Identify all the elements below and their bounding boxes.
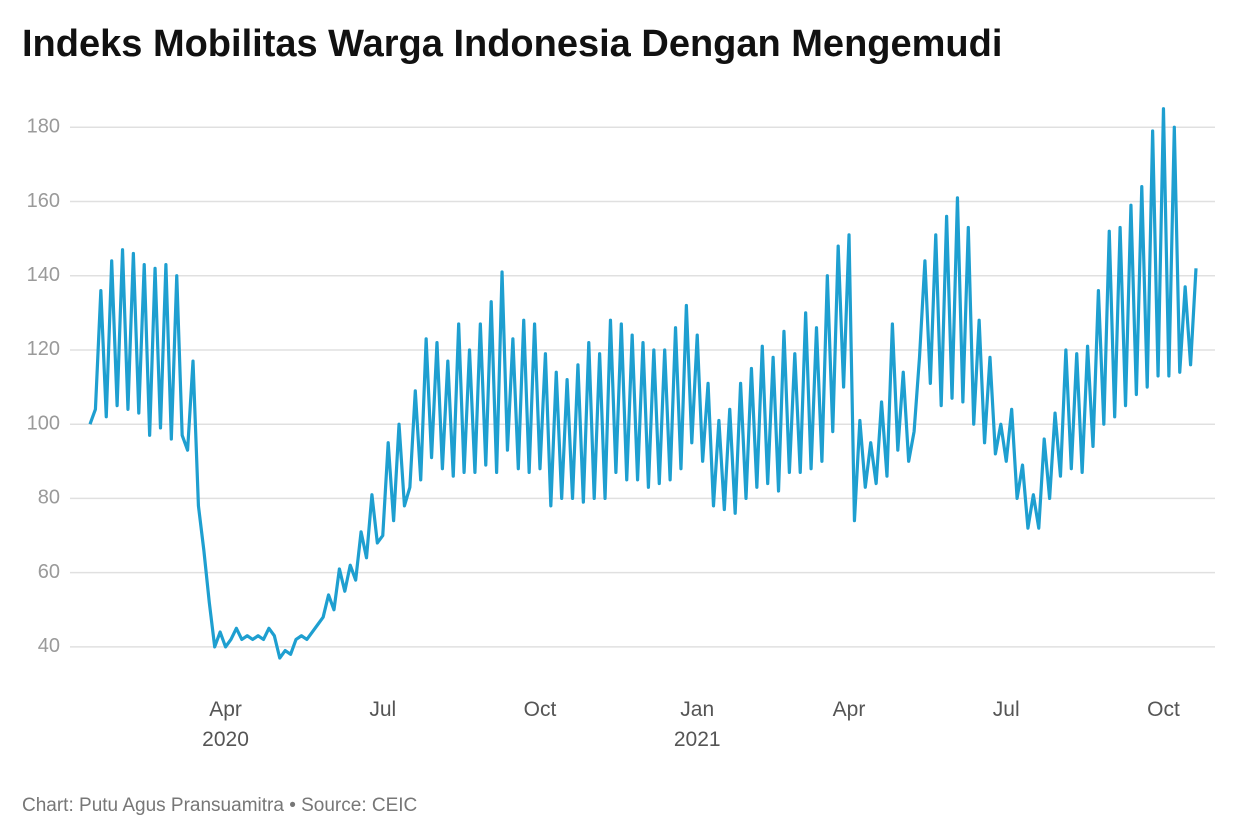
y-tick-label: 100 [27, 412, 60, 434]
x-tick-label-box: Oct [1147, 698, 1180, 721]
y-tick-label: 180 [27, 116, 60, 138]
x-tick-label: Oct [1147, 698, 1180, 721]
x-tick-label-box: Jul [369, 698, 397, 721]
chart-title: Indeks Mobilitas Warga Indonesia Dengan … [22, 23, 1002, 65]
x-tick-label: Apr [832, 698, 866, 721]
y-tick-label: 80 [38, 487, 60, 509]
x-tick-label: Oct [523, 698, 557, 721]
y-tick-label: 60 [38, 561, 60, 583]
y-tick-label: 140 [27, 264, 60, 286]
x-tick-label: Jul [369, 698, 397, 721]
y-tick-label: 120 [27, 338, 60, 360]
x-tick-label-box: Apr [832, 698, 866, 721]
x-tick-label-box: Oct [523, 698, 557, 721]
x-tick-label-box: Jul [992, 698, 1020, 721]
source-note: Chart: Putu Agus Pransuamitra • Source: … [22, 795, 417, 816]
line [88, 107, 1198, 660]
x-tick-label: Apr 2020 [202, 698, 249, 751]
x-tick-label-box: Apr 2020 [202, 698, 249, 751]
x-tick-label: Jul [992, 698, 1020, 721]
x-tick-label: Jan 2021 [673, 698, 721, 751]
y-tick-label: 160 [27, 190, 60, 212]
x-tick-label-box: Jan 2021 [673, 698, 721, 751]
y-tick-label: 40 [38, 635, 60, 657]
